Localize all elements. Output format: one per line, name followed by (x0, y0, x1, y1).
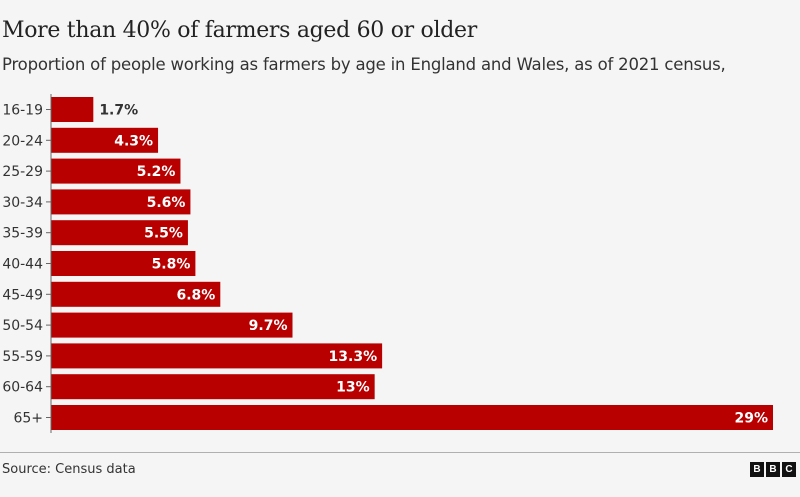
data-label: 5.5% (144, 226, 183, 242)
chart-subtitle: Proportion of people working as farmers … (2, 55, 726, 74)
bar-chart: 16-19 1.7% 20-24 4.3% 25-29 5.2% 30-34 5.6% 35-3… (2, 94, 773, 433)
y-tick-label: 60-64 (2, 380, 43, 396)
source-note: Source: Census data (2, 462, 136, 477)
bar (51, 127, 159, 153)
data-label: 29% (734, 411, 768, 427)
y-tick-label: 55-59 (2, 349, 43, 365)
bar (51, 97, 94, 122)
bbc-logo-letter: B (750, 462, 764, 477)
data-label: 5.6% (147, 195, 186, 211)
bar (51, 189, 191, 215)
y-tick-label: 16-19 (2, 103, 43, 119)
bar (51, 312, 293, 338)
bar (51, 251, 196, 276)
y-tick-label: 20-24 (2, 133, 43, 149)
bar (51, 281, 221, 307)
data-label: 5.8% (152, 257, 191, 273)
footer-divider (0, 452, 800, 453)
bar (51, 405, 773, 430)
data-label: 13.3% (329, 349, 378, 365)
bar (51, 343, 383, 369)
bar (51, 374, 375, 400)
y-tick-label: 45-49 (2, 287, 43, 303)
bbc-logo: B B C (750, 462, 796, 477)
data-label: 1.7% (99, 103, 138, 119)
y-tick-label: 25-29 (2, 164, 43, 180)
y-tick-label: 50-54 (2, 318, 43, 334)
y-tick-label: 35-39 (2, 226, 43, 242)
y-tick-label: 40-44 (2, 257, 43, 273)
y-tick-label: 65+ (13, 411, 43, 427)
bar (51, 220, 188, 246)
data-label: 4.3% (114, 133, 153, 149)
bbc-logo-letter: C (782, 462, 796, 477)
data-label: 6.8% (176, 287, 215, 303)
data-label: 9.7% (249, 318, 288, 334)
chart-title: More than 40% of farmers aged 60 or olde… (2, 18, 477, 43)
data-label: 5.2% (137, 164, 176, 180)
data-label: 13% (336, 380, 370, 396)
bar (51, 158, 181, 184)
bbc-logo-letter: B (766, 462, 780, 477)
y-tick-label: 30-34 (2, 195, 43, 211)
